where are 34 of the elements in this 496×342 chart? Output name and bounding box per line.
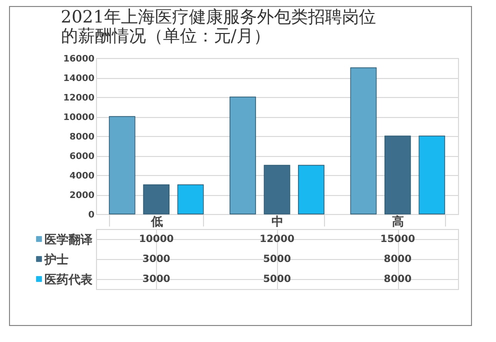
y-tick-label: 6000 — [69, 152, 94, 162]
data-label: 8000 — [384, 274, 412, 285]
x-tick-label: 低 — [150, 214, 163, 228]
legend-label: 医药代表 — [44, 272, 94, 286]
data-label: 15000 — [380, 234, 416, 245]
y-tick-label: 2000 — [69, 191, 94, 201]
bar — [418, 136, 446, 214]
x-tick-label: 中 — [272, 214, 284, 228]
y-tick-label: 0 — [88, 210, 94, 220]
data-label: 12000 — [260, 234, 294, 245]
data-label: 10000 — [138, 234, 174, 245]
y-tick-label: 10000 — [63, 113, 94, 123]
bar — [298, 164, 324, 214]
y-tick-label: 8000 — [69, 132, 94, 142]
bar — [177, 184, 204, 214]
data-label: 5000 — [263, 254, 291, 265]
bar — [143, 184, 170, 214]
data-label: 5000 — [263, 274, 291, 285]
x-tick-label: 高 — [392, 214, 404, 228]
bar — [108, 116, 136, 214]
y-tick-label: 12000 — [63, 94, 94, 104]
chart-title: 2021年上海医疗健康服务外包类招聘岗位的薪酬情况（单位：元/月） — [60, 8, 376, 46]
bar — [230, 96, 256, 214]
legend-label: 护士 — [44, 252, 68, 266]
legend-label: 医学翻译 — [44, 232, 94, 246]
bar — [264, 164, 290, 214]
y-tick-label: 16000 — [63, 54, 94, 64]
data-label: 8000 — [384, 254, 412, 265]
bar — [350, 67, 377, 214]
y-tick-label: 14000 — [63, 74, 94, 84]
bar — [384, 136, 411, 214]
data-label: 3000 — [142, 254, 170, 265]
y-tick-label: 4000 — [69, 172, 94, 182]
data-label: 3000 — [142, 274, 170, 285]
